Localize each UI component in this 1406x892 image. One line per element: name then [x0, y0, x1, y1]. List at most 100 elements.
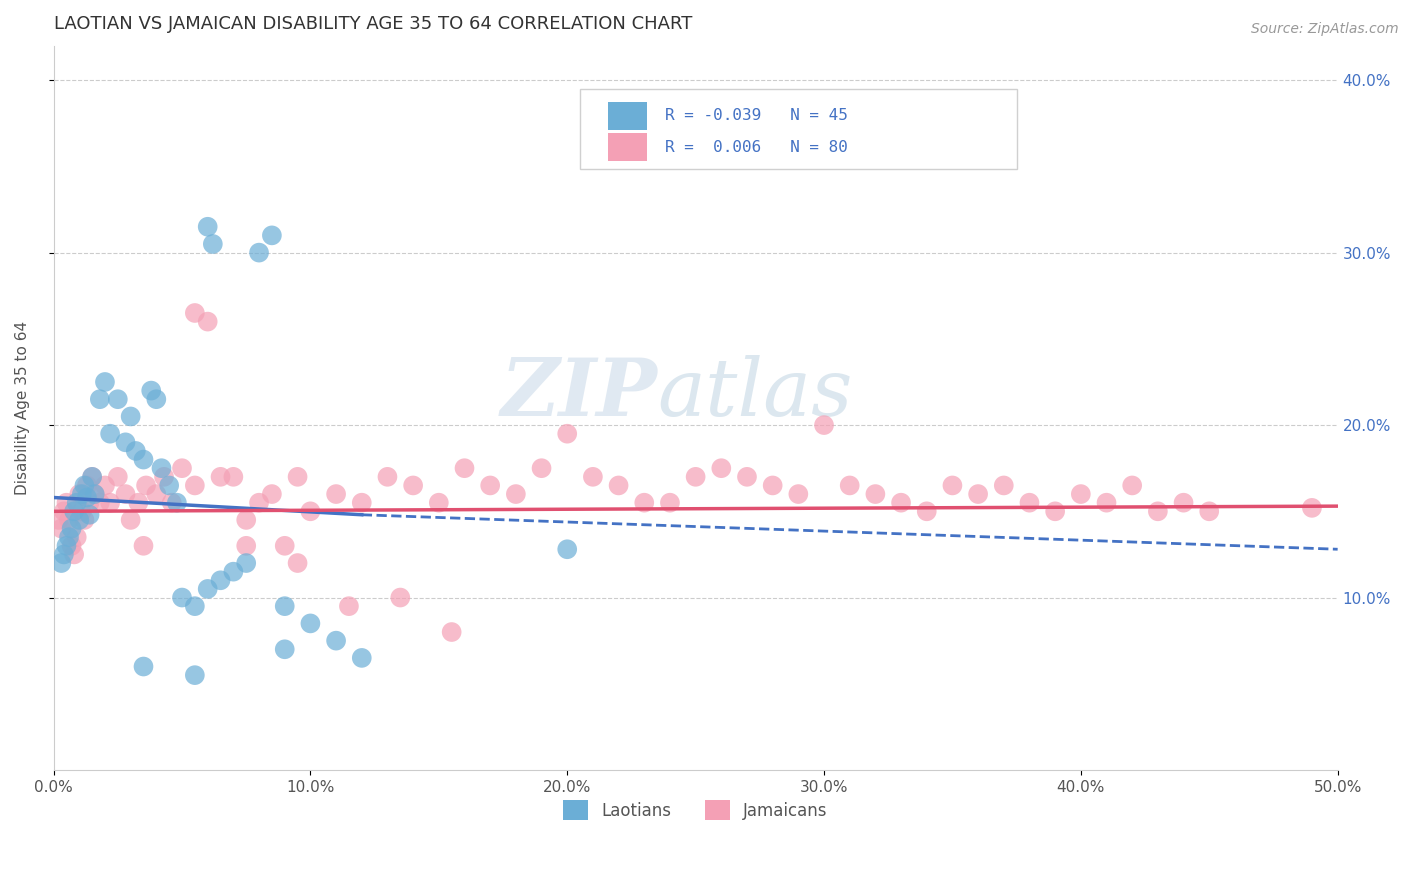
Point [184, 306, 207, 320]
Point [83, 487, 105, 501]
Point [127, 496, 149, 510]
Point [98, 496, 121, 510]
Text: ZIP: ZIP [501, 355, 657, 432]
Point [60, 522, 83, 536]
Point [209, 574, 232, 588]
Point [145, 392, 167, 407]
Point [555, 542, 578, 557]
Point [287, 556, 309, 570]
Point [184, 478, 207, 492]
Point [1070, 487, 1092, 501]
Point [132, 452, 155, 467]
Point [633, 496, 655, 510]
Point [73, 513, 96, 527]
Point [55, 496, 77, 510]
Point [52, 504, 75, 518]
Point [94, 375, 117, 389]
Point [197, 582, 219, 596]
Point [389, 591, 412, 605]
Point [141, 384, 163, 398]
Point [735, 470, 758, 484]
Point [274, 539, 297, 553]
Point [184, 599, 207, 614]
Point [76, 491, 98, 505]
Point [1095, 496, 1118, 510]
Point [1121, 478, 1143, 492]
Point [82, 470, 104, 484]
Point [48, 513, 70, 527]
Point [555, 426, 578, 441]
Point [160, 496, 183, 510]
Point [58, 530, 80, 544]
Point [79, 508, 101, 522]
Point [1198, 504, 1220, 518]
Point [67, 513, 90, 527]
Point [60, 539, 83, 553]
Point [235, 539, 257, 553]
Point [915, 504, 938, 518]
Point [107, 392, 129, 407]
Point [350, 651, 373, 665]
Point [402, 478, 425, 492]
Point [132, 539, 155, 553]
Point [1173, 496, 1195, 510]
Point [197, 219, 219, 234]
Point [762, 478, 785, 492]
Point [76, 478, 98, 492]
Point [247, 496, 270, 510]
Point [377, 470, 399, 484]
Text: LAOTIAN VS JAMAICAN DISABILITY AGE 35 TO 64 CORRELATION CHART: LAOTIAN VS JAMAICAN DISABILITY AGE 35 TO… [53, 15, 692, 33]
Point [607, 478, 630, 492]
Point [184, 668, 207, 682]
Point [299, 504, 322, 518]
Point [170, 591, 193, 605]
Point [658, 496, 681, 510]
Point [201, 237, 224, 252]
Point [1301, 500, 1323, 515]
Point [94, 478, 117, 492]
FancyBboxPatch shape [581, 89, 1017, 169]
Point [170, 461, 193, 475]
Point [135, 478, 157, 492]
Text: R =  0.006   N = 80: R = 0.006 N = 80 [665, 139, 848, 154]
Point [993, 478, 1015, 492]
Point [235, 556, 257, 570]
Point [73, 478, 96, 492]
Point [114, 435, 136, 450]
Point [287, 470, 309, 484]
Text: Source: ZipAtlas.com: Source: ZipAtlas.com [1251, 22, 1399, 37]
FancyBboxPatch shape [609, 103, 647, 129]
Point [145, 487, 167, 501]
Point [274, 599, 297, 614]
Point [67, 487, 90, 501]
Point [1043, 504, 1066, 518]
Point [260, 228, 283, 243]
Point [299, 616, 322, 631]
Point [107, 470, 129, 484]
Point [325, 633, 347, 648]
Point [813, 418, 835, 433]
Point [63, 504, 86, 518]
Point [440, 625, 463, 640]
Point [98, 426, 121, 441]
Point [52, 548, 75, 562]
Point [865, 487, 887, 501]
Point [51, 522, 73, 536]
Point [197, 315, 219, 329]
Point [157, 478, 180, 492]
Point [120, 409, 142, 424]
Point [787, 487, 810, 501]
Point [941, 478, 963, 492]
Point [325, 487, 347, 501]
Point [89, 392, 111, 407]
Point [83, 487, 105, 501]
Point [66, 530, 89, 544]
Point [685, 470, 707, 484]
Point [120, 513, 142, 527]
Point [63, 548, 86, 562]
Point [166, 496, 188, 510]
Point [66, 496, 89, 510]
Point [1147, 504, 1170, 518]
Point [150, 461, 173, 475]
Point [967, 487, 990, 501]
